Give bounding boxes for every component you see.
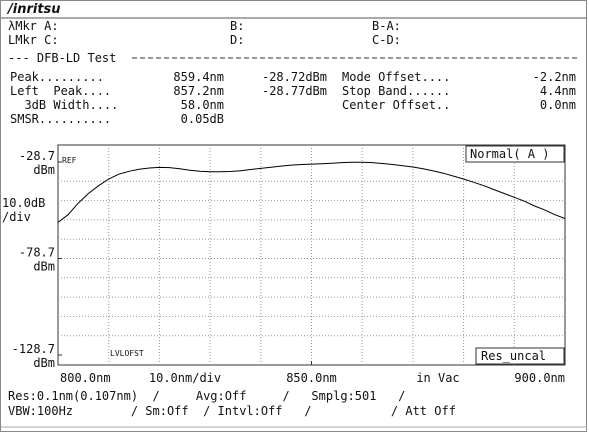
status-label: Res_uncal [481,349,546,363]
marker-label: B-A: [372,19,401,33]
status-box [475,347,565,365]
marker-label: λMkr A: [8,19,59,33]
test-field: 3dB Width.... [10,98,118,112]
ref-label: REF [62,156,77,165]
y-tick-label: -128.7 [12,342,55,356]
logo: /inritsu [6,2,61,17]
y-unit: dBm [33,260,55,274]
x-tick-label: 850.0nm [286,371,337,385]
test-field: Peak......... [10,70,104,84]
x-tick-label: 800.0nm [60,371,111,385]
y-tick-label: -28.7 [19,149,55,163]
test-title: --- DFB-LD Test [8,51,116,65]
test-field: 4.4nm [540,84,576,98]
test-field: Center Offset.. [342,98,450,112]
marker-label: D: [230,33,244,47]
footer-line: Res:0.1nm(0.107nm) / Avg:Off / Smplg:501… [8,389,405,403]
y-tick-label: -78.7 [19,246,55,260]
y-scale: 10.0dB [2,196,45,210]
x-scale: 10.0nm/div [149,371,221,385]
test-field: Mode Offset.... [342,70,450,84]
test-field: 58.0nm [181,98,224,112]
test-field: 0.05dB [181,112,224,126]
y-scale: /div [2,210,31,224]
test-field: Stop Band...... [342,84,450,98]
mode-box [465,145,565,163]
y-unit: dBm [33,163,55,177]
test-field: SMSR.......... [10,112,111,126]
marker-label: B: [230,19,244,33]
trace [57,161,566,223]
test-field: -28.72dBm [262,70,327,84]
level-offset-label: LVLOFST [110,349,144,358]
x-tick-label: 900.0nm [514,371,565,385]
footer-line: VBW:100Hz / Sm:Off / Intvl:Off / / Att O… [8,404,456,418]
test-field: Left Peak.... [10,84,111,98]
test-field: -28.77dBm [262,84,327,98]
test-field: 857.2nm [173,84,224,98]
x-medium: in Vac [416,371,459,385]
marker-label: C-D: [372,33,401,47]
mode-label: Normal( A ) [470,147,549,161]
marker-label: LMkr C: [8,33,59,47]
test-field: 859.4nm [173,70,224,84]
test-field: 0.0nm [540,98,576,112]
test-field: -2.2nm [533,70,576,84]
y-unit: dBm [33,356,55,370]
